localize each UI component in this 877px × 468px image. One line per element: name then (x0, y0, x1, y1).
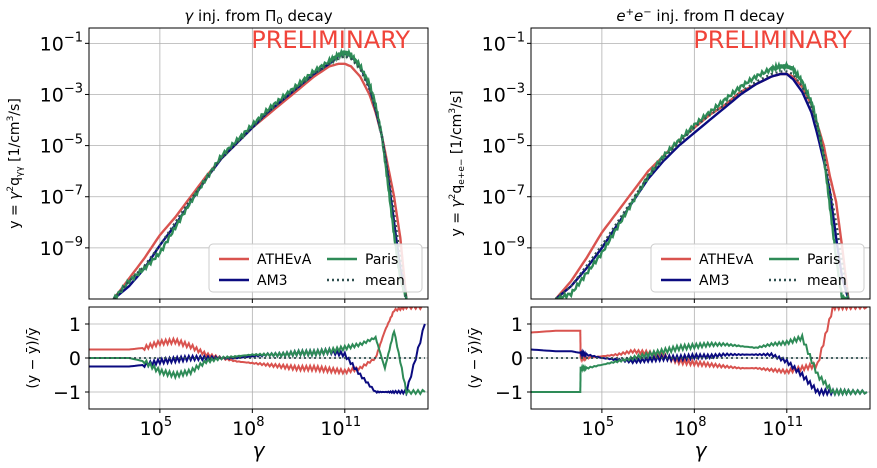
legend-label-paris: Paris (365, 252, 398, 268)
y-tick-label: 10−1 (482, 30, 525, 55)
x-tick-label: 105 (140, 415, 172, 440)
legend-label-atheva: ATHEvA (699, 252, 754, 268)
legend-label-mean: mean (807, 273, 847, 289)
main-axes-frame (530, 27, 871, 300)
series-group (554, 60, 850, 299)
y-tick-label: 10−7 (40, 184, 83, 209)
residual-group (89, 307, 426, 397)
residual-group (531, 307, 868, 398)
residual-y-axis-label: (y − ȳ)/ȳ (25, 327, 41, 388)
residual-y-tick-label: −1 (495, 382, 523, 404)
series-group (112, 47, 408, 299)
legend-label-atheva: ATHEvA (257, 252, 312, 268)
legend-label-am3: AM3 (699, 273, 730, 289)
residual-y-tick-label: 1 (69, 314, 81, 336)
preliminary-annotation: PRELIMINARY (251, 26, 410, 54)
residual-paris-line (89, 328, 426, 397)
legend: ATHEvA AM3 Paris mean (208, 243, 423, 293)
x-axis-label: γ (695, 438, 708, 462)
residual-y-tick-label: −1 (53, 382, 81, 404)
y-axis-label: y = γ2qγγ [1/cm3/s] (6, 98, 25, 229)
x-tick-label: 108 (232, 415, 264, 440)
legend: ATHEvA AM3 Paris mean (650, 243, 865, 293)
residual-y-tick-label: 0 (69, 348, 81, 370)
x-tick-label: 108 (674, 415, 706, 440)
y-tick-label: 10−5 (40, 133, 83, 158)
legend-box (650, 243, 865, 293)
legend-label-mean: mean (365, 273, 405, 289)
legend-label-paris: Paris (807, 252, 840, 268)
chart-title: e+e− inj. from Π decay (616, 7, 784, 25)
y-axis-label: y = γ2qe+e− [1/cm3/s] (448, 90, 467, 236)
legend-label-am3: AM3 (257, 273, 288, 289)
x-axis-label: γ (253, 438, 266, 462)
series-paris-line (112, 47, 408, 299)
residual-atheva-line (531, 307, 868, 376)
residual-y-tick-label: 1 (511, 314, 523, 336)
residual-am3-line (531, 348, 868, 398)
y-tick-label: 10−3 (482, 81, 525, 106)
y-tick-label: 10−5 (482, 133, 525, 158)
main-axes-frame (88, 27, 429, 300)
series-am3-line (554, 72, 850, 299)
residual-y-axis-label: (y − ȳ)/ȳ (467, 327, 483, 388)
chart-title: γ inj. from Π0 decay (184, 7, 332, 27)
x-tick-label: 1011 (762, 415, 803, 440)
legend-box (208, 243, 423, 293)
preliminary-annotation: PRELIMINARY (693, 26, 852, 54)
y-tick-label: 10−3 (40, 81, 83, 106)
residual-paris-line (531, 331, 868, 397)
panel-gamma: 10−9 10−7 10−5 10−3 10−1 −1 0 1 105 108 1011 γ inj.… (6, 7, 429, 462)
x-tick-label: 1011 (320, 415, 361, 440)
residual-y-tick-label: 0 (511, 348, 523, 370)
x-tick-label: 105 (582, 415, 614, 440)
panel-electron: 10−9 10−7 10−5 10−3 10−1 −1 0 1 105 108 1011 e+e− i… (448, 7, 871, 462)
y-tick-label: 10−9 (482, 235, 525, 260)
y-tick-label: 10−7 (482, 184, 525, 209)
y-tick-label: 10−1 (40, 30, 83, 55)
y-tick-label: 10−9 (40, 235, 83, 260)
